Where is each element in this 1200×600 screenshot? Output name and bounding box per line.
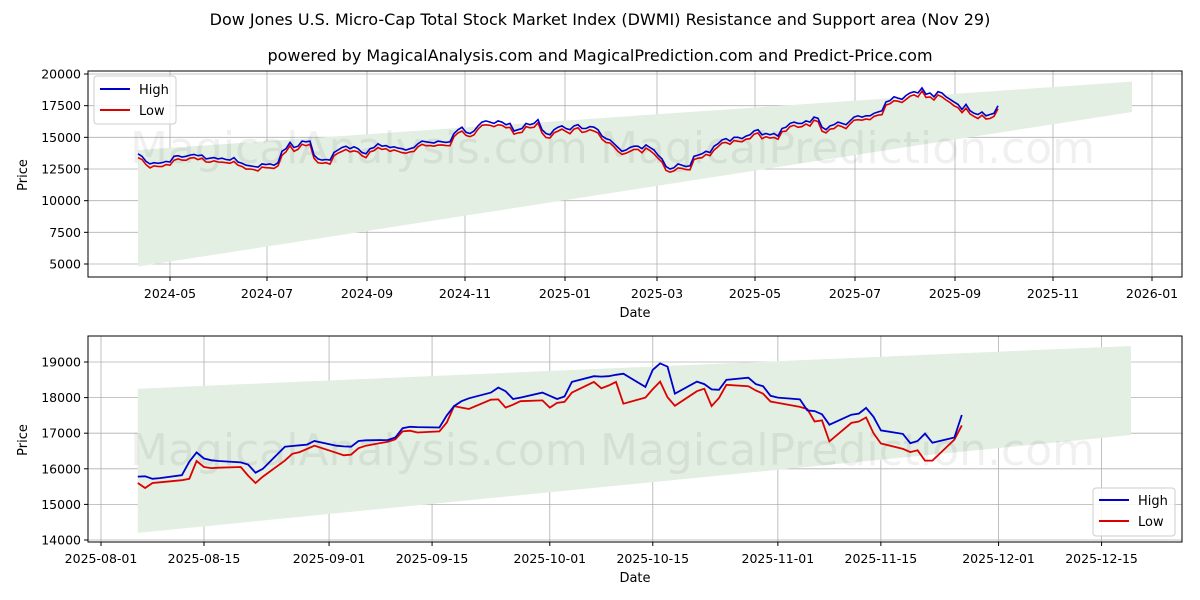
- x-tick-label: 2024-07: [241, 286, 293, 301]
- x-tick-label: 2025-09-01: [293, 551, 366, 566]
- x-tick-label: 2025-12-01: [962, 551, 1035, 566]
- watermark-analysis-2: MagicalAnalysis.com: [130, 425, 588, 476]
- y-tick-label: 15000: [41, 130, 81, 145]
- x-tick-label: 2025-07: [829, 286, 881, 301]
- x-tick-label: 2025-11-01: [742, 551, 815, 566]
- x-tick-label: 2025-10-01: [513, 551, 586, 566]
- bottom-high-line: [137, 362, 963, 480]
- y-tick-label: 18000: [41, 390, 81, 405]
- y-tick-label: 20000: [41, 67, 81, 82]
- bottom-low-line: [137, 380, 963, 490]
- x-tick-label: 2026-01: [1126, 286, 1178, 301]
- top-legend: High Low: [93, 75, 177, 125]
- x-tick-label: 2024-05: [144, 286, 196, 301]
- bottom-y-axis: 14000 15000 16000 17000 18000 19000: [41, 355, 88, 548]
- x-tick-label: 2025-08-01: [65, 551, 138, 566]
- x-tick-label: 2025-05: [729, 286, 781, 301]
- bottom-x-label: Date: [619, 571, 650, 586]
- top-high-line: [137, 86, 999, 170]
- x-tick-label: 2025-09: [929, 286, 981, 301]
- y-tick-label: 17500: [41, 98, 81, 113]
- top-y-label: Price: [16, 159, 31, 191]
- y-tick-label: 15000: [41, 497, 81, 512]
- y-tick-label: 17000: [41, 426, 81, 441]
- y-tick-label: 5000: [49, 257, 81, 272]
- x-tick-label: 2025-12-15: [1065, 551, 1138, 566]
- legend-low-label-2: Low: [1138, 515, 1164, 530]
- bottom-axes-frame: [87, 335, 1183, 543]
- bottom-support-resistance-band: [137, 345, 1132, 533]
- x-tick-label: 2025-11-15: [845, 551, 918, 566]
- top-x-label: Date: [619, 306, 650, 321]
- y-tick-label: 10000: [41, 193, 81, 208]
- y-tick-label: 19000: [41, 355, 81, 370]
- legend-low-label: Low: [139, 104, 165, 119]
- watermark-prediction-2: MagicalPrediction.com: [600, 425, 1095, 476]
- x-tick-label: 2025-08-15: [168, 551, 241, 566]
- x-tick-label: 2024-11: [439, 286, 491, 301]
- bottom-x-axis: 2025-08-01 2025-08-15 2025-09-01 2025-09-15…: [65, 542, 1138, 566]
- chart-title: Dow Jones U.S. Micro-Cap Total Stock Mar…: [209, 10, 991, 29]
- x-tick-label: 2025-11: [1027, 286, 1079, 301]
- top-axes-frame: [87, 70, 1183, 278]
- y-tick-label: 12500: [41, 162, 81, 177]
- x-tick-label: 2024-09: [341, 286, 393, 301]
- bottom-chart: MagicalAnalysis.com MagicalPrediction.co…: [16, 335, 1183, 586]
- top-chart: MagicalAnalysis.com MagicalPrediction.co…: [16, 67, 1183, 321]
- chart-subtitle: powered by MagicalAnalysis.com and Magic…: [267, 46, 933, 65]
- watermark-prediction: MagicalPrediction.com: [600, 123, 1095, 174]
- x-tick-label: 2025-01: [539, 286, 591, 301]
- legend-high-label: High: [139, 83, 169, 98]
- y-tick-label: 14000: [41, 533, 81, 548]
- bottom-y-label: Price: [16, 424, 31, 456]
- top-support-resistance-band: [138, 81, 1132, 267]
- top-x-axis: 2024-05 2024-07 2024-09 2024-11 2025-01 2025-…: [144, 277, 1178, 301]
- x-tick-label: 2025-09-15: [396, 551, 469, 566]
- x-tick-label: 2025-03: [631, 286, 683, 301]
- legend-high-label-2: High: [1138, 494, 1168, 509]
- y-tick-label: 16000: [41, 461, 81, 476]
- top-low-line: [137, 89, 999, 174]
- top-y-axis: 5000 7500 10000 12500 15000 17500 20000: [41, 67, 88, 272]
- bottom-legend: High Low: [1092, 487, 1176, 537]
- x-tick-label: 2025-10-15: [616, 551, 689, 566]
- y-tick-label: 7500: [49, 225, 81, 240]
